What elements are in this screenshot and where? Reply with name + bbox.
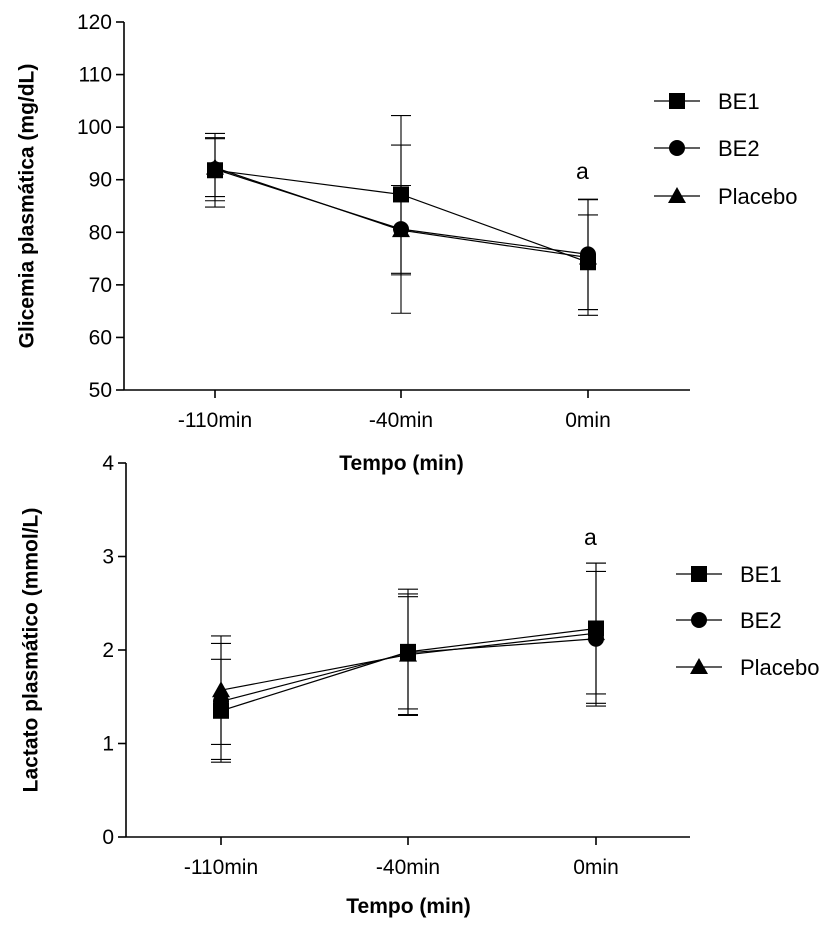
data-point-placebo [399,645,417,662]
chart-panel-1: 50 60 70 80 90 100 110 120 -110min -40min 0min Glic… [15,11,797,475]
x-tick-label: 0min [573,856,619,879]
x-tick-label: -40min [369,409,433,432]
data-point-placebo [392,221,410,238]
x-tick-label: -110min [178,409,252,432]
legend-label: BE2 [718,136,760,161]
x-axis-title: Tempo (min) [339,452,463,475]
data-point-placebo [212,681,230,698]
y-tick-label: 1 [102,733,114,756]
legend-entry-placebo: Placebo [654,184,798,209]
y-axis-title: Lactato plasmático (mmol/L) [19,508,42,793]
chart-panel-2: 0 1 2 3 4 -110min -40min 0min Lactato plasmático… [19,452,819,918]
data-point-placebo [579,248,597,265]
legend-label: Placebo [718,184,798,209]
legend-entry-be1: BE1 [676,562,782,587]
legend-entry-placebo: Placebo [676,655,820,680]
y-tick-label: 60 [89,326,112,349]
y-tick-label: 4 [102,452,114,475]
y-tick-label: 2 [102,639,114,662]
y-tick-label: 120 [77,11,112,34]
x-axis-title: Tempo (min) [346,895,470,918]
y-tick-label: 50 [89,379,112,402]
legend-marker [669,93,685,109]
y-tick-label: 3 [102,546,114,569]
legend-marker [691,612,707,628]
legend-label: BE1 [718,89,760,114]
data-point-placebo [206,158,224,175]
significance-annotation: a [584,524,597,550]
x-tick-label: 0min [565,409,611,432]
y-tick-label: 70 [89,274,112,297]
y-tick-label: 0 [102,826,114,849]
y-tick-label: 110 [79,64,112,87]
legend-label: BE2 [740,608,782,633]
legend-entry-be2: BE2 [654,136,760,161]
legend-label: BE1 [740,562,782,587]
legend-marker [691,566,707,582]
y-tick-label: 90 [89,169,112,192]
legend-label: Placebo [740,655,820,680]
y-tick-label: 80 [89,221,112,244]
x-tick-label: -40min [376,856,440,879]
data-point-placebo [587,624,605,641]
y-tick-label: 100 [77,116,112,139]
legend-marker [690,658,708,674]
legend-marker [668,187,686,203]
y-axis-title: Glicemia plasmática (mg/dL) [15,64,38,349]
x-tick-label: -110min [184,856,258,879]
legend-entry-be1: BE1 [654,89,760,114]
significance-annotation: a [576,158,589,184]
legend-marker [669,140,685,156]
legend-entry-be2: BE2 [676,608,782,633]
